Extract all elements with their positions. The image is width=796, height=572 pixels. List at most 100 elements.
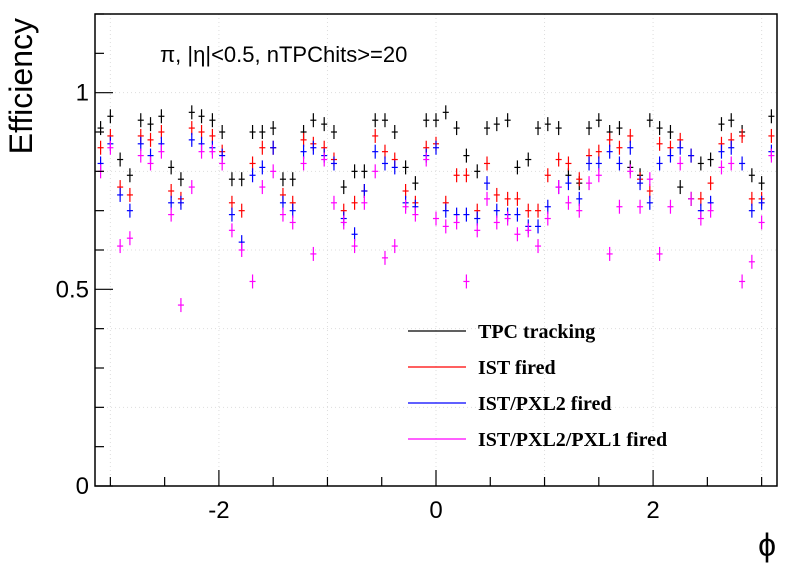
data-point: [442, 219, 449, 234]
data-point: [586, 176, 593, 191]
data-point: [391, 239, 398, 254]
data-point: [412, 207, 419, 222]
data-point: [330, 195, 337, 210]
data-point: [728, 156, 735, 171]
data-point: [565, 195, 572, 210]
data-point: [126, 187, 133, 202]
data-point: [739, 156, 746, 171]
data-point: [514, 207, 521, 222]
data-point: [616, 121, 623, 136]
data-point: [656, 156, 663, 171]
data-point: [474, 223, 481, 238]
data-point: [739, 128, 746, 143]
data-point: [137, 136, 144, 151]
data-point: [586, 121, 593, 136]
data-point: [493, 117, 500, 132]
data-point: [361, 195, 368, 210]
data-point: [656, 136, 663, 151]
y-tick-label: 0: [76, 473, 89, 500]
data-point: [310, 140, 317, 155]
data-point: [688, 148, 695, 163]
data-point: [677, 156, 684, 171]
data-point: [351, 227, 358, 242]
data-point: [595, 144, 602, 159]
data-point: [493, 215, 500, 230]
data-point: [372, 113, 379, 128]
data-point: [107, 140, 114, 155]
data-point: [544, 211, 551, 226]
data-point: [198, 144, 205, 159]
data-point: [656, 121, 663, 136]
legend-label: IST/PXL2 fired: [478, 393, 612, 415]
data-point: [718, 117, 725, 132]
data-point: [321, 117, 328, 132]
data-point: [758, 215, 765, 230]
data-point: [381, 156, 389, 171]
data-point: [739, 274, 746, 289]
x-tick-label: 0: [429, 497, 442, 524]
data-point: [535, 203, 542, 218]
x-tick-label: 2: [646, 497, 659, 524]
data-point: [565, 176, 572, 191]
legend: TPC tracking IST fired IST/PXL2 fired IST/P…: [408, 321, 667, 451]
data-point: [707, 203, 714, 218]
data-point: [565, 156, 572, 171]
data-point: [279, 207, 286, 222]
data-point: [289, 203, 296, 218]
data-point: [535, 219, 542, 234]
data-point: [310, 113, 317, 128]
data-point: [198, 125, 205, 139]
data-point: [697, 156, 704, 171]
data-point: [555, 121, 562, 136]
data-point: [423, 113, 430, 128]
data-point: [616, 140, 623, 155]
data-point: [228, 172, 235, 187]
data-point: [748, 203, 755, 218]
data-point: [209, 113, 216, 128]
data-point: [768, 148, 775, 163]
data-point: [351, 164, 358, 179]
data-point: [259, 180, 266, 195]
data-point: [493, 203, 500, 218]
data-point: [372, 164, 379, 179]
data-point: [107, 109, 114, 124]
data-point: [188, 121, 195, 136]
data-point: [707, 176, 714, 191]
data-point: [372, 144, 379, 159]
data-point: [289, 215, 296, 230]
chart-annotation: π, |η|<0.5, nTPChits>=20: [160, 42, 407, 67]
data-point: [525, 152, 532, 167]
data-point: [219, 156, 226, 171]
data-point: [270, 140, 277, 155]
series-tpc-tracking: [97, 105, 775, 206]
data-point: [361, 164, 368, 179]
legend-label: TPC tracking: [478, 321, 595, 343]
data-point: [310, 246, 317, 261]
data-point: [137, 113, 144, 128]
data-point: [463, 207, 470, 222]
data-point: [372, 128, 379, 143]
data-point: [758, 195, 765, 210]
data-point: [391, 125, 398, 139]
data-point: [300, 144, 307, 159]
y-tick-label: 1: [76, 80, 89, 107]
data-point: [188, 132, 195, 147]
legend-item: TPC tracking: [408, 321, 595, 343]
data-point: [361, 184, 368, 198]
data-point: [576, 191, 583, 206]
data-point: [586, 156, 593, 171]
data-point: [606, 246, 613, 261]
data-point: [442, 203, 449, 218]
y-tick-label: 0.5: [56, 276, 89, 303]
data-point: [688, 191, 695, 206]
data-point: [117, 152, 124, 167]
data-point: [637, 199, 644, 214]
data-point: [270, 121, 277, 136]
data-point: [442, 105, 449, 120]
data-point: [606, 144, 613, 159]
data-point: [504, 113, 511, 128]
data-point: [474, 164, 481, 179]
data-point: [259, 140, 266, 155]
data-point: [270, 164, 277, 179]
data-point: [412, 176, 419, 191]
